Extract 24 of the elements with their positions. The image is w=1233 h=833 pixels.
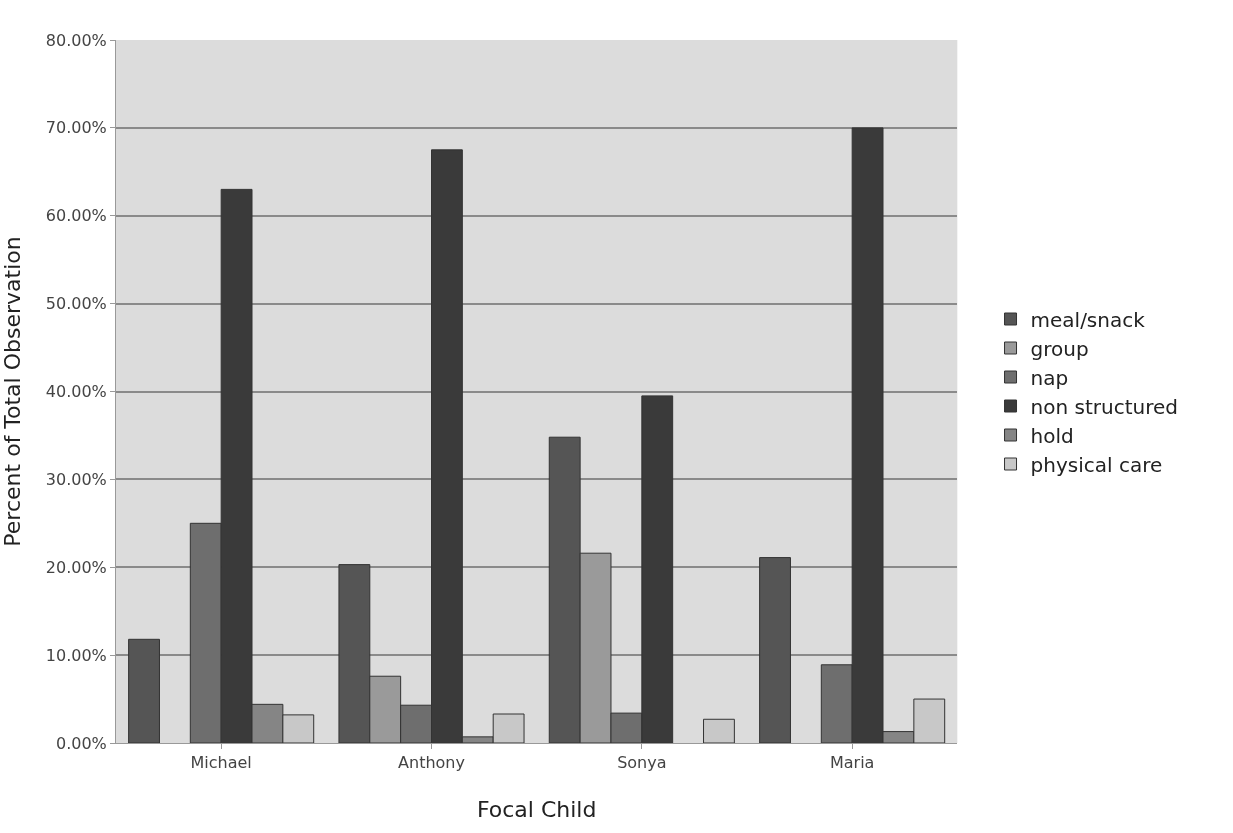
y-tick-label: 0.00%: [55, 733, 107, 753]
legend-label: group: [1030, 336, 1089, 361]
legend-label: hold: [1030, 423, 1074, 448]
bar: [703, 718, 735, 743]
y-tick-label: 60.00%: [45, 206, 107, 226]
y-axis-title: Percent of Total Observation: [0, 236, 25, 547]
x-tick-label: Anthony: [398, 753, 465, 773]
y-tick-label: 20.00%: [45, 557, 107, 577]
legend-label: non structured: [1030, 394, 1178, 419]
y-tick-label: 30.00%: [45, 469, 107, 489]
bar: [759, 557, 791, 743]
y-tick-label: 10.00%: [45, 645, 107, 665]
x-axis-title: Focal Child: [476, 797, 597, 823]
y-tick-label: 80.00%: [45, 30, 107, 50]
legend-label: nap: [1030, 365, 1069, 390]
bar: [128, 638, 160, 743]
legend-label: meal/snack: [1030, 307, 1146, 332]
x-tick-label: Maria: [829, 753, 875, 773]
x-tick-label: Michael: [190, 753, 252, 773]
x-tick-label: Sonya: [617, 753, 667, 773]
y-tick-label: 70.00%: [45, 118, 107, 138]
legend-label: physical care: [1030, 452, 1163, 477]
y-tick-label: 50.00%: [45, 294, 107, 314]
y-tick-label: 40.00%: [45, 382, 107, 402]
